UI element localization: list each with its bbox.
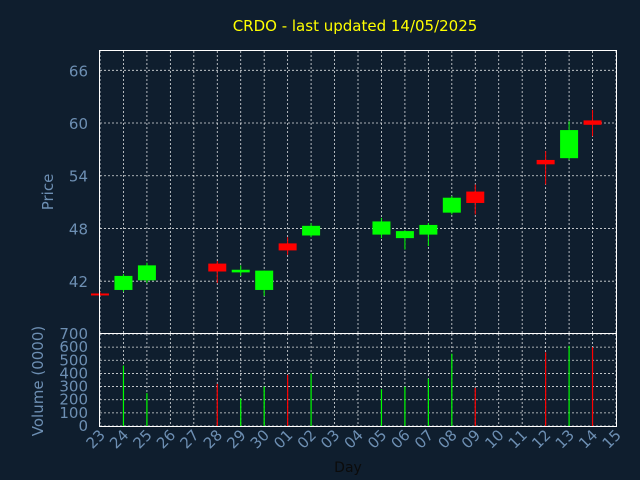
candle-body xyxy=(536,159,555,165)
price-tick-label: 42 xyxy=(69,273,88,291)
price-tick-label: 60 xyxy=(69,115,88,133)
candle-body xyxy=(231,269,250,273)
day-tick-label: 13 xyxy=(552,426,578,452)
day-tick-label: 03 xyxy=(317,426,343,452)
day-tick-label: 26 xyxy=(153,426,179,452)
candle-body xyxy=(395,231,414,239)
day-tick-label: 28 xyxy=(200,426,226,452)
volume-tick-label: 400 xyxy=(59,364,88,382)
price-tick-label: 48 xyxy=(69,220,88,238)
x-axis-label: Day xyxy=(334,460,362,476)
price-tick-label: 66 xyxy=(69,62,88,80)
price-tick-labels: 42 48 54 60 66 xyxy=(69,62,88,291)
x-gridlines xyxy=(99,51,617,426)
chart-title: CRDO - last updated 14/05/2025 xyxy=(233,17,478,35)
volume-tick-label: 300 xyxy=(59,378,88,396)
candle-body xyxy=(419,224,438,235)
candle-body xyxy=(278,243,297,251)
price-tick-label: 54 xyxy=(69,168,88,186)
day-tick-label: 27 xyxy=(176,426,202,452)
day-tick-label: 06 xyxy=(388,426,414,452)
volume-tick-label: 200 xyxy=(59,391,88,409)
candle-body xyxy=(560,130,579,159)
volume-tick-label: 0 xyxy=(78,417,88,435)
volume-tick-label: 500 xyxy=(59,351,88,369)
day-tick-label: 14 xyxy=(575,426,601,452)
day-tick-label: 05 xyxy=(364,426,390,452)
day-tick-label: 09 xyxy=(458,426,484,452)
candle-body xyxy=(208,263,227,272)
candle-body xyxy=(114,275,133,290)
day-tick-label: 10 xyxy=(481,426,507,452)
day-tick-label: 25 xyxy=(130,426,156,452)
candle-body xyxy=(137,265,156,281)
candle-body xyxy=(583,120,602,125)
day-tick-label: 04 xyxy=(341,426,367,452)
volume-tick-label: 100 xyxy=(59,404,88,422)
day-tick-label: 29 xyxy=(223,426,249,452)
day-tick-label: 15 xyxy=(599,426,625,452)
day-tick-label: 02 xyxy=(294,426,320,452)
volume-axis-label: Volume (0000) xyxy=(29,326,47,436)
candle-body xyxy=(466,191,485,203)
day-tick-label: 07 xyxy=(411,426,437,452)
volume-tick-label: 700 xyxy=(59,325,88,343)
volume-tick-label: 600 xyxy=(59,338,88,356)
volume-bars xyxy=(122,345,594,426)
candle-body xyxy=(302,225,321,236)
day-tick-label: 11 xyxy=(505,426,531,452)
candle-body xyxy=(372,221,391,235)
day-tick-label: 01 xyxy=(270,426,296,452)
day-tick-labels: 2324252627282930010203040506070809101112… xyxy=(83,426,625,452)
day-tick-label: 12 xyxy=(528,426,554,452)
candle-body xyxy=(442,197,461,213)
volume-panel-frame xyxy=(99,333,617,427)
candles xyxy=(91,109,602,297)
price-axis-label: Price xyxy=(39,174,57,211)
day-tick-label: 08 xyxy=(434,426,460,452)
candle-body xyxy=(255,270,274,290)
day-tick-label: 30 xyxy=(247,426,273,452)
day-tick-label: 24 xyxy=(106,426,132,452)
